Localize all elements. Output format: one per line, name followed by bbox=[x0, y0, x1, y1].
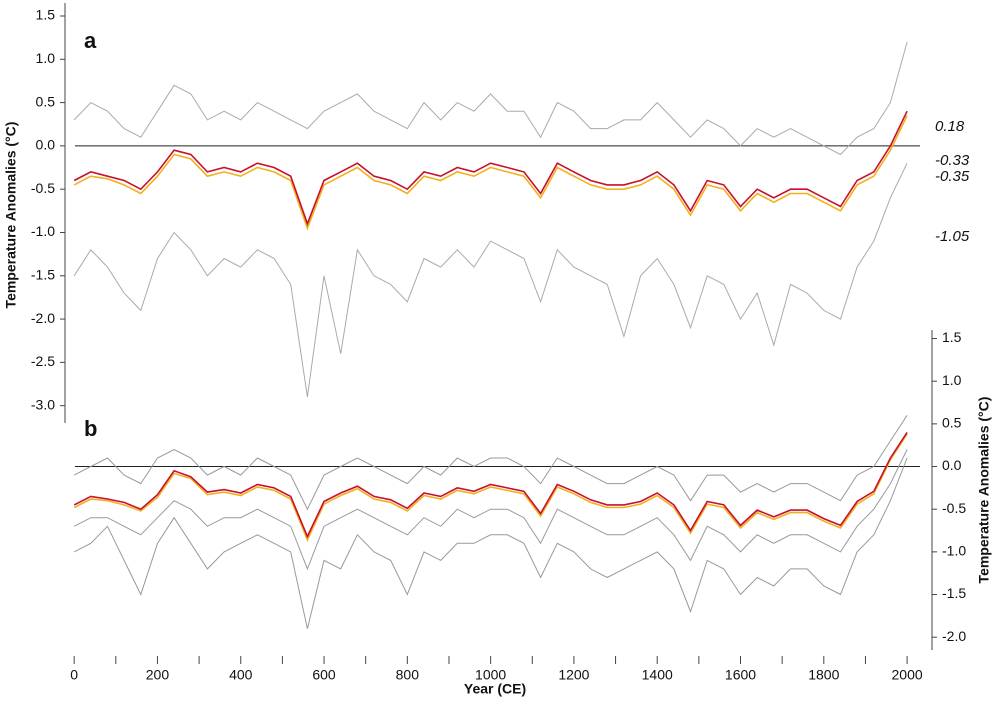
x-tick-label: 1800 bbox=[808, 667, 839, 683]
y-axis-title: Temperature Anomalies (°C) bbox=[976, 397, 992, 584]
y-tick-label: 1.5 bbox=[36, 7, 56, 23]
y-tick-label: 1.0 bbox=[36, 50, 56, 66]
x-tick-label: 1000 bbox=[475, 667, 506, 683]
x-tick-label: 2000 bbox=[892, 667, 923, 683]
y-tick-label: -1.5 bbox=[942, 585, 966, 601]
panel-label: b bbox=[84, 416, 97, 441]
x-tick-label: 0 bbox=[70, 667, 78, 683]
y-tick-label: 0.0 bbox=[36, 137, 56, 153]
y-tick-label: -2.5 bbox=[31, 353, 55, 369]
x-tick-label: 400 bbox=[229, 667, 253, 683]
y-tick-label: -0.5 bbox=[31, 180, 55, 196]
series-line bbox=[73, 415, 908, 511]
annotation: 0.18 bbox=[935, 118, 965, 135]
y-tick-label: 0.5 bbox=[942, 415, 962, 431]
annotation: -0.33 bbox=[935, 152, 970, 169]
y-tick-label: -2.0 bbox=[942, 628, 966, 644]
x-axis-title: Year (CE) bbox=[464, 681, 526, 697]
annotation: -1.05 bbox=[935, 228, 970, 245]
y-tick-label: 1.5 bbox=[942, 329, 962, 345]
x-tick-label: 1600 bbox=[725, 667, 756, 683]
y-tick-label: -1.0 bbox=[942, 543, 966, 559]
x-tick-label: 200 bbox=[146, 667, 170, 683]
series-line bbox=[73, 110, 908, 227]
x-tick-label: 1400 bbox=[642, 667, 673, 683]
y-tick-label: -3.0 bbox=[31, 396, 55, 412]
series-line bbox=[73, 41, 908, 156]
annotation: -0.35 bbox=[935, 168, 970, 185]
y-tick-label: -2.0 bbox=[31, 310, 55, 326]
y-tick-label: -1.0 bbox=[31, 223, 55, 239]
x-tick-label: 1200 bbox=[558, 667, 589, 683]
series-line bbox=[73, 433, 908, 542]
x-tick-label: 800 bbox=[396, 667, 420, 683]
series-line bbox=[73, 449, 908, 571]
series-line bbox=[73, 457, 908, 629]
panel-label: a bbox=[84, 28, 97, 53]
series-line bbox=[73, 431, 908, 539]
x-tick-label: 600 bbox=[312, 667, 336, 683]
y-tick-label: 0.0 bbox=[942, 457, 962, 473]
y-tick-label: -0.5 bbox=[942, 500, 966, 516]
y-axis-title: Temperature Anomalies (°C) bbox=[3, 122, 19, 309]
series-line bbox=[73, 115, 908, 231]
y-tick-label: 1.0 bbox=[942, 372, 962, 388]
y-tick-label: 0.5 bbox=[36, 93, 56, 109]
y-tick-label: -1.5 bbox=[31, 266, 55, 282]
series-line bbox=[73, 162, 908, 398]
